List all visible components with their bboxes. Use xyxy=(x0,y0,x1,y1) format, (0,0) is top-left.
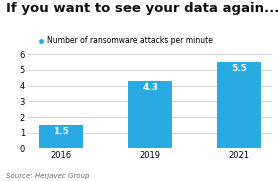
Text: 5.5: 5.5 xyxy=(231,64,247,73)
Text: 1.5: 1.5 xyxy=(53,127,69,136)
Bar xyxy=(39,125,83,148)
Text: 4.3: 4.3 xyxy=(142,83,158,92)
Legend: Number of ransomware attacks per minute: Number of ransomware attacks per minute xyxy=(37,36,213,45)
Bar xyxy=(128,81,172,148)
Text: Source: Herjavec Group: Source: Herjavec Group xyxy=(6,173,89,179)
Bar xyxy=(217,62,261,148)
Text: If you want to see your data again...: If you want to see your data again... xyxy=(6,2,278,15)
